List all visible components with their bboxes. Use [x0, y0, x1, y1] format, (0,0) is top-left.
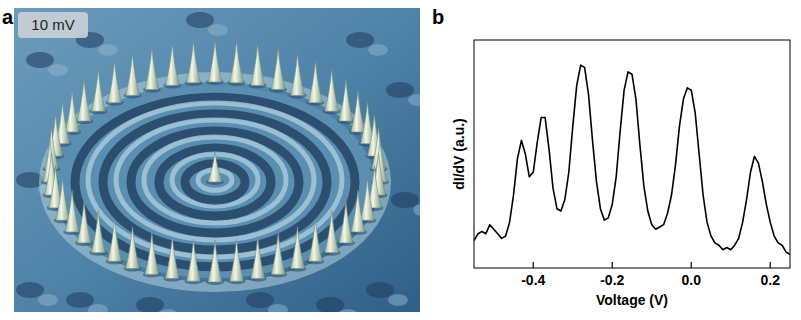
atom-spike: [230, 239, 244, 281]
atom-spike: [91, 211, 105, 253]
ripple-dark: [159, 148, 271, 216]
atom-spike: [56, 178, 70, 220]
atom-spike: [291, 53, 305, 95]
atom-spike: [165, 237, 179, 279]
atom-spike: [325, 211, 339, 253]
background-ripple: [246, 292, 274, 308]
background-ripple: [346, 32, 374, 48]
ripple-dark: [103, 114, 327, 250]
atom-spike: [325, 69, 339, 111]
atom-spike: [145, 48, 159, 90]
x-tick: [533, 262, 534, 268]
ripple-dark: [131, 131, 299, 233]
background-ripple: [158, 309, 178, 312]
atom-spike: [91, 69, 105, 111]
background-ripple: [66, 292, 94, 308]
x-tick: [691, 262, 692, 268]
atom-spike: [360, 178, 374, 220]
background-ripple: [136, 297, 164, 312]
ripple-light: [88, 103, 342, 257]
background-ripple: [268, 304, 288, 312]
panel-letter: b: [432, 6, 444, 28]
background-ripple: [208, 24, 228, 36]
background-ripple: [388, 294, 408, 306]
spectrum-line: [474, 65, 790, 254]
x-tick: [612, 262, 613, 268]
figure: 10 mV a b -0.4 -0.2 0.0 0.2 Voltage (V) dI/dV (a…: [0, 0, 801, 320]
y-axis-title: dI/dV (a.u.): [451, 118, 467, 190]
atom-spike: [186, 239, 200, 281]
background-ripple: [48, 64, 68, 76]
background-ripple: [368, 44, 388, 56]
atom-spike: [186, 41, 200, 83]
plot-frame: [474, 40, 790, 268]
stm-image: [14, 8, 420, 312]
atom-spike: [271, 232, 285, 274]
ripple-light: [144, 137, 286, 223]
atom-spike: [351, 90, 365, 132]
background-ripple: [338, 309, 358, 312]
x-tick-label: 0.0: [682, 272, 702, 288]
atom-spike: [339, 201, 353, 243]
background-ripple: [386, 82, 414, 98]
atom-spike: [108, 219, 122, 261]
atom-spike: [271, 48, 285, 90]
background-ripple: [391, 192, 419, 208]
atom-spike: [251, 43, 265, 85]
background-ripple: [366, 282, 394, 298]
x-tick-label: -0.4: [521, 272, 545, 288]
background-ripple: [26, 52, 54, 68]
background-ripple: [38, 294, 58, 306]
image-background: [14, 8, 420, 312]
atom-spike: [65, 190, 79, 232]
atom-spike: [208, 240, 222, 282]
atom-spike: [108, 61, 122, 103]
background-ripple: [316, 297, 344, 312]
atom-spike: [126, 53, 140, 95]
ripple-light: [116, 120, 314, 240]
atom-spike: [208, 152, 222, 182]
label-box: [18, 12, 88, 38]
background-ripple: [16, 282, 44, 298]
atom-spike: [339, 79, 353, 121]
atom-spike: [351, 190, 365, 232]
atom-spike: [165, 43, 179, 85]
background-ripple: [88, 304, 108, 312]
atom-spike: [291, 227, 305, 269]
x-tick-label: 0.2: [761, 272, 781, 288]
x-tick-label: -0.2: [600, 272, 624, 288]
plot-area: [474, 65, 790, 254]
background-ripple: [413, 204, 420, 216]
atom-spike: [308, 61, 322, 103]
atom-spike: [126, 227, 140, 269]
background-ripple: [186, 12, 214, 28]
atom-spike: [251, 237, 265, 279]
atom-spike: [145, 232, 159, 274]
x-axis-title: Voltage (V): [596, 292, 668, 308]
image-label: 10 mV: [31, 16, 74, 33]
panel-letter: a: [2, 6, 14, 28]
background-ripple: [408, 94, 420, 106]
x-tick: [770, 262, 771, 268]
background-ripple: [98, 44, 118, 56]
atom-spike: [208, 40, 222, 82]
atom-spike: [230, 41, 244, 83]
atom-spike: [65, 90, 79, 132]
atom-spike: [77, 201, 91, 243]
atom-spike: [77, 79, 91, 121]
atom-spike: [308, 219, 322, 261]
